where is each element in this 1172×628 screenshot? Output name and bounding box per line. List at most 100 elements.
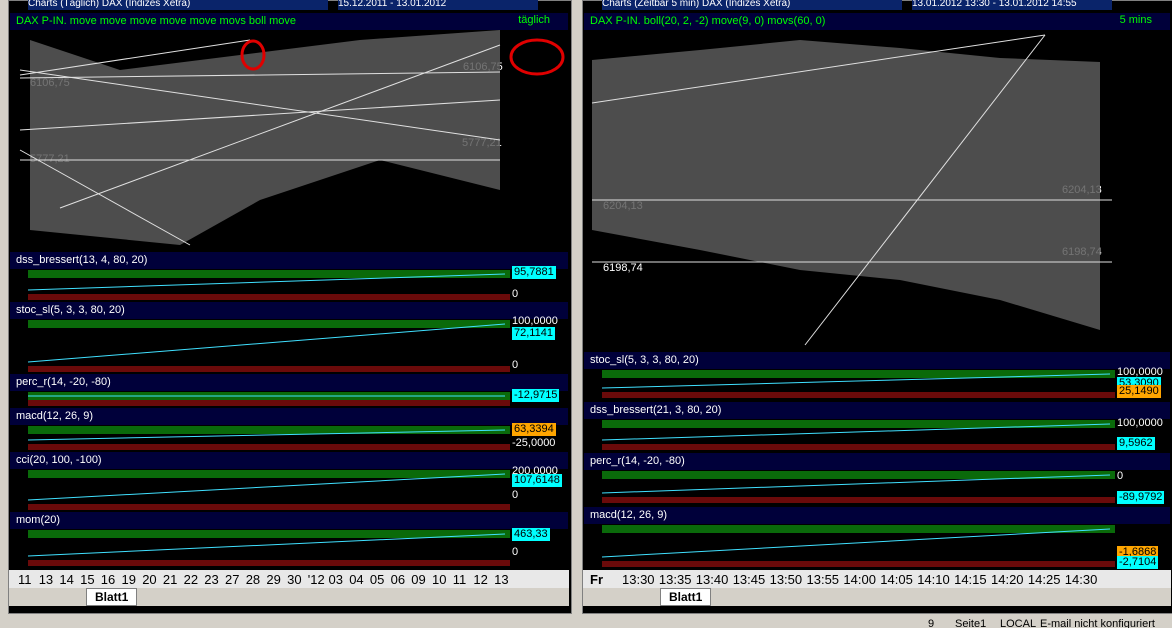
time-axis-label: 20 [142,572,157,587]
line-label: 6198,74 [603,262,643,274]
timeframe: täglich [518,14,550,26]
time-axis-label: 14:10 [917,572,950,587]
indicator-line [27,533,506,557]
indicator-line [601,423,1111,441]
highlight-circle [509,38,565,76]
time-axis-label: 13:50 [769,572,803,587]
time-axis-label: Fr [590,572,603,587]
time-axis-label: 14:25 [1027,572,1061,587]
panel-header: mom(20) [10,512,568,529]
panel-value-label: -1,6868 [1117,546,1159,559]
lower-zone [28,400,510,406]
panel-header: perc_r(14, -20, -80) [10,374,568,391]
trend-line [19,99,501,131]
panel-value-label: 25,1490 [1117,385,1161,398]
tab-bar [9,588,569,606]
panel-value-label: 100,0000 [512,315,558,327]
lower-zone [28,444,510,450]
time-axis-label: 28 [245,572,261,587]
time-axis-label: 22 [183,572,199,587]
upper-zone [28,270,510,278]
time-axis-label: 09 [411,572,426,587]
bollinger-band [592,40,1100,330]
time-axis-label: 14:20 [991,572,1024,587]
time-axis-label: 21 [162,572,178,587]
timeframe: 5 mins [1119,14,1152,26]
time-axis-label: 03 [328,572,343,587]
panel-header: dss_bressert(21, 3, 80, 20) [584,402,1170,419]
time-axis-label: 16 [100,572,116,587]
indicator-line [601,528,1111,558]
upper-zone [602,471,1115,479]
lower-zone [602,392,1115,398]
status-item: 9 [928,618,935,628]
highlight-circle [240,39,266,71]
panel-value-label: 0 [512,489,519,501]
time-axis-label: 05 [369,572,385,587]
time-axis-bg [583,570,1171,588]
lower-zone [28,366,510,372]
panel-header: perc_r(14, -20, -80) [584,453,1170,470]
window-title: Charts (Täglich) DAX (Indizes Xetra) [28,0,328,10]
panel-value-label: 100,0000 [1117,366,1163,378]
panel-value-label: 63,3394 [512,423,556,436]
trend-line [19,69,501,141]
time-axis-label: 13:35 [658,572,692,587]
panel-value-label: 0 [1117,470,1124,482]
time-axis-label: 19 [121,572,136,587]
panel-value-label: 107,6148 [512,474,562,487]
upper-zone [28,320,510,328]
time-axis-label: 23 [204,572,219,587]
panel-header: stoc_sl(5, 3, 3, 80, 20) [10,302,568,319]
upper-zone [602,420,1115,428]
price-axis-bg [1115,30,1170,350]
status-item: E-mail nicht konfiguriert [1040,618,1155,628]
time-axis-label: 27 [225,572,240,587]
time-axis-label: 13:30 [622,572,655,587]
time-axis-label: 12 [473,572,488,587]
sheet-tab[interactable]: Blatt1 [86,588,138,606]
status-item: Seite1 [955,618,987,628]
time-axis-label: 10 [432,572,447,587]
trend-line [591,34,1046,104]
panel-value-label: 0 [512,288,519,300]
panel-header: cci(20, 100, -100) [10,452,568,469]
panel-value-label: 9,5962 [1117,437,1155,450]
bollinger-band [30,30,500,245]
time-axis-label: '12 [307,572,325,587]
time-axis-label: 13:55 [806,572,840,587]
trend-line [19,71,501,79]
panel-value-label: 463,33 [512,528,550,541]
time-axis-label: 13 [494,572,509,587]
tab-bar [583,588,1171,606]
panel-value-label: -89,9792 [1117,491,1165,504]
window-date-range: 15.12.2011 - 13.01.2012 [338,0,538,10]
indicator-line [27,473,506,501]
time-axis-label: 14 [59,572,74,587]
lower-zone [28,560,510,566]
panel-header: stoc_sl(5, 3, 3, 80, 20) [584,352,1170,369]
sheet-tab[interactable]: Blatt1 [660,588,712,606]
panel-value-label: -12,9715 [512,389,560,402]
time-axis-label: 13 [38,572,54,587]
time-axis-label: 11 [18,572,32,587]
time-axis-label: 14:05 [880,572,913,587]
time-axis-bg [9,570,569,588]
lower-zone [602,444,1115,450]
panel-header: macd(12, 26, 9) [584,507,1170,524]
trend-line [59,44,501,209]
lower-zone [28,294,510,300]
upper-zone [602,370,1115,378]
panel-value-label: 100,0000 [1117,417,1163,429]
indicator-line [27,273,506,291]
upper-zone [602,525,1115,533]
panel-header: macd(12, 26, 9) [10,408,568,425]
window-title: Charts (Zeitbar 5 min) DAX (Indizes Xetr… [602,0,902,10]
time-axis-label: 13:40 [695,572,729,587]
time-axis-label: 13:45 [732,572,766,587]
upper-zone [28,530,510,538]
window-date-range: 13.01.2012 13:30 - 13.01.2012 14:55 [912,0,1112,10]
trend-line [19,39,251,76]
indicator-line [601,373,1111,389]
